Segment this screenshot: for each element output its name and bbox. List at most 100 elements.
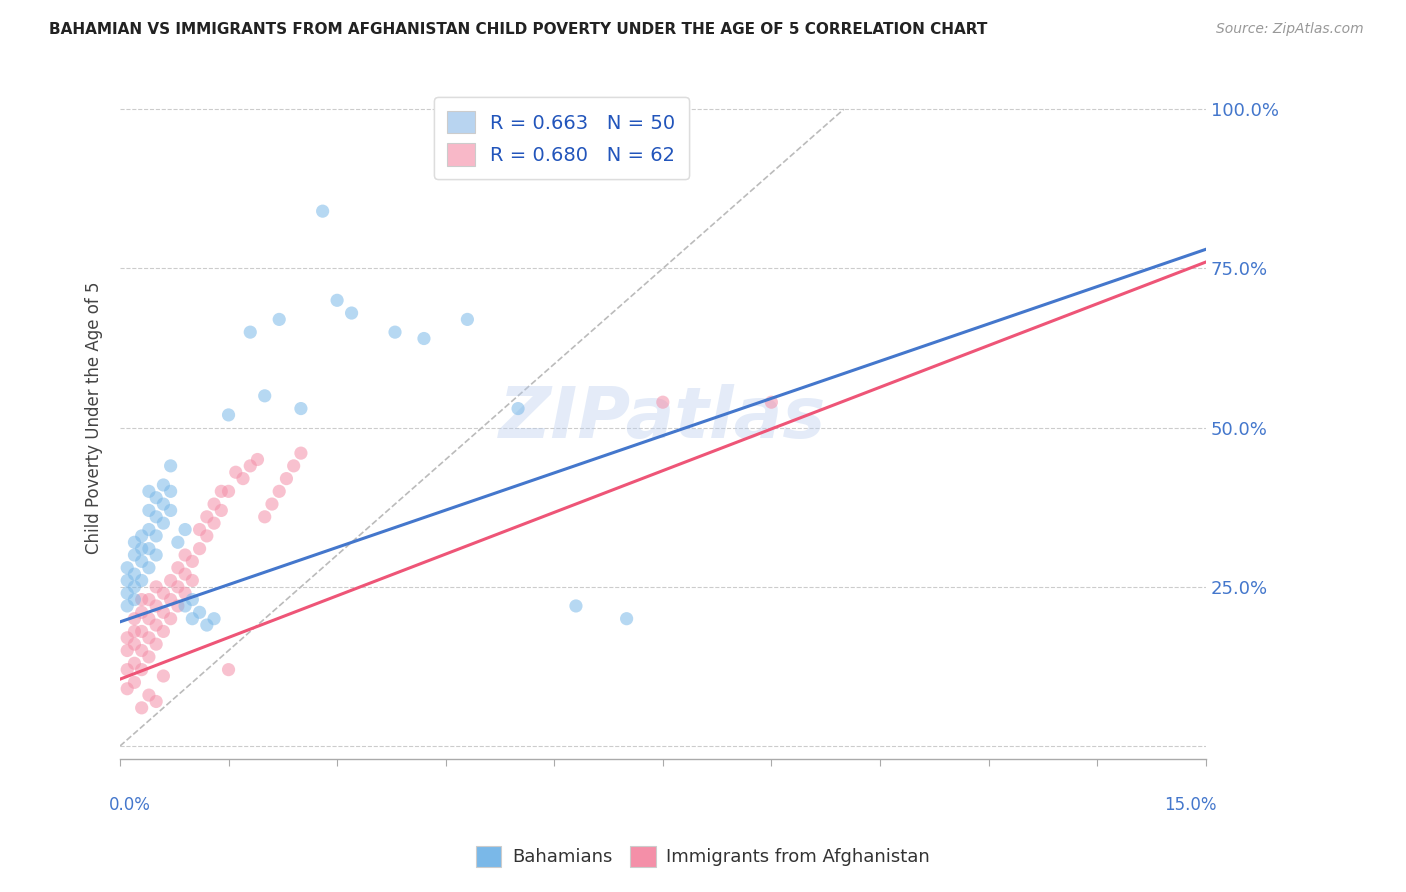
Point xyxy=(202,497,225,511)
Point xyxy=(340,306,363,320)
Point xyxy=(115,560,138,574)
Point xyxy=(131,663,153,677)
Point xyxy=(188,605,211,619)
Point xyxy=(131,624,153,639)
Point xyxy=(152,586,174,600)
Point xyxy=(145,548,167,562)
Point xyxy=(269,312,291,326)
Point xyxy=(138,503,160,517)
Point xyxy=(159,574,181,588)
Point xyxy=(188,541,211,556)
Point xyxy=(152,624,174,639)
Point xyxy=(195,618,218,632)
Point xyxy=(202,516,225,531)
Point xyxy=(167,599,190,613)
Point xyxy=(138,612,160,626)
Point xyxy=(159,612,181,626)
Point xyxy=(145,637,167,651)
Point xyxy=(283,458,305,473)
Point xyxy=(115,574,138,588)
Point xyxy=(145,618,167,632)
Point xyxy=(239,325,262,339)
Point xyxy=(456,312,478,326)
Legend: R = 0.663   N = 50, R = 0.680   N = 62: R = 0.663 N = 50, R = 0.680 N = 62 xyxy=(433,97,689,179)
Point xyxy=(159,592,181,607)
Point xyxy=(152,605,174,619)
Point xyxy=(174,586,197,600)
Point xyxy=(195,509,218,524)
Point xyxy=(124,567,146,582)
Point xyxy=(124,637,146,651)
Point xyxy=(167,560,190,574)
Point xyxy=(290,401,312,416)
Point xyxy=(167,535,190,549)
Point xyxy=(124,580,146,594)
Point xyxy=(115,586,138,600)
Point xyxy=(124,675,146,690)
Point xyxy=(565,599,588,613)
Point xyxy=(131,574,153,588)
Point xyxy=(124,624,146,639)
Point xyxy=(174,548,197,562)
Point xyxy=(253,509,276,524)
Point xyxy=(209,503,232,517)
Y-axis label: Child Poverty Under the Age of 5: Child Poverty Under the Age of 5 xyxy=(86,282,103,554)
Point xyxy=(181,574,204,588)
Point xyxy=(311,204,333,219)
Point xyxy=(131,541,153,556)
Point xyxy=(145,509,167,524)
Point xyxy=(159,458,181,473)
Point xyxy=(138,523,160,537)
Point xyxy=(413,332,436,346)
Point xyxy=(145,491,167,505)
Point xyxy=(145,599,167,613)
Point xyxy=(616,612,638,626)
Point xyxy=(131,529,153,543)
Point xyxy=(651,395,673,409)
Text: 15.0%: 15.0% xyxy=(1164,797,1216,814)
Point xyxy=(152,497,174,511)
Point xyxy=(131,643,153,657)
Point xyxy=(260,497,283,511)
Point xyxy=(124,535,146,549)
Point xyxy=(202,612,225,626)
Point xyxy=(195,529,218,543)
Point xyxy=(246,452,269,467)
Point xyxy=(269,484,291,499)
Point xyxy=(131,701,153,715)
Point xyxy=(138,484,160,499)
Point xyxy=(124,548,146,562)
Text: ZIPatlas: ZIPatlas xyxy=(499,384,827,452)
Point xyxy=(115,681,138,696)
Point xyxy=(138,649,160,664)
Point xyxy=(138,592,160,607)
Point xyxy=(253,389,276,403)
Point xyxy=(145,529,167,543)
Point xyxy=(115,631,138,645)
Point xyxy=(159,503,181,517)
Point xyxy=(225,465,247,479)
Point xyxy=(232,472,254,486)
Text: Source: ZipAtlas.com: Source: ZipAtlas.com xyxy=(1216,22,1364,37)
Point xyxy=(384,325,406,339)
Legend: Bahamians, Immigrants from Afghanistan: Bahamians, Immigrants from Afghanistan xyxy=(468,838,938,874)
Point xyxy=(181,554,204,568)
Point xyxy=(138,688,160,702)
Point xyxy=(174,523,197,537)
Point xyxy=(174,567,197,582)
Point xyxy=(218,663,240,677)
Point xyxy=(145,694,167,708)
Point xyxy=(188,523,211,537)
Point xyxy=(506,401,529,416)
Point xyxy=(239,458,262,473)
Point xyxy=(152,669,174,683)
Point xyxy=(276,472,298,486)
Point xyxy=(145,580,167,594)
Point xyxy=(209,484,232,499)
Text: BAHAMIAN VS IMMIGRANTS FROM AFGHANISTAN CHILD POVERTY UNDER THE AGE OF 5 CORRELA: BAHAMIAN VS IMMIGRANTS FROM AFGHANISTAN … xyxy=(49,22,987,37)
Point xyxy=(218,484,240,499)
Point xyxy=(167,580,190,594)
Point xyxy=(138,631,160,645)
Point xyxy=(290,446,312,460)
Point xyxy=(326,293,349,308)
